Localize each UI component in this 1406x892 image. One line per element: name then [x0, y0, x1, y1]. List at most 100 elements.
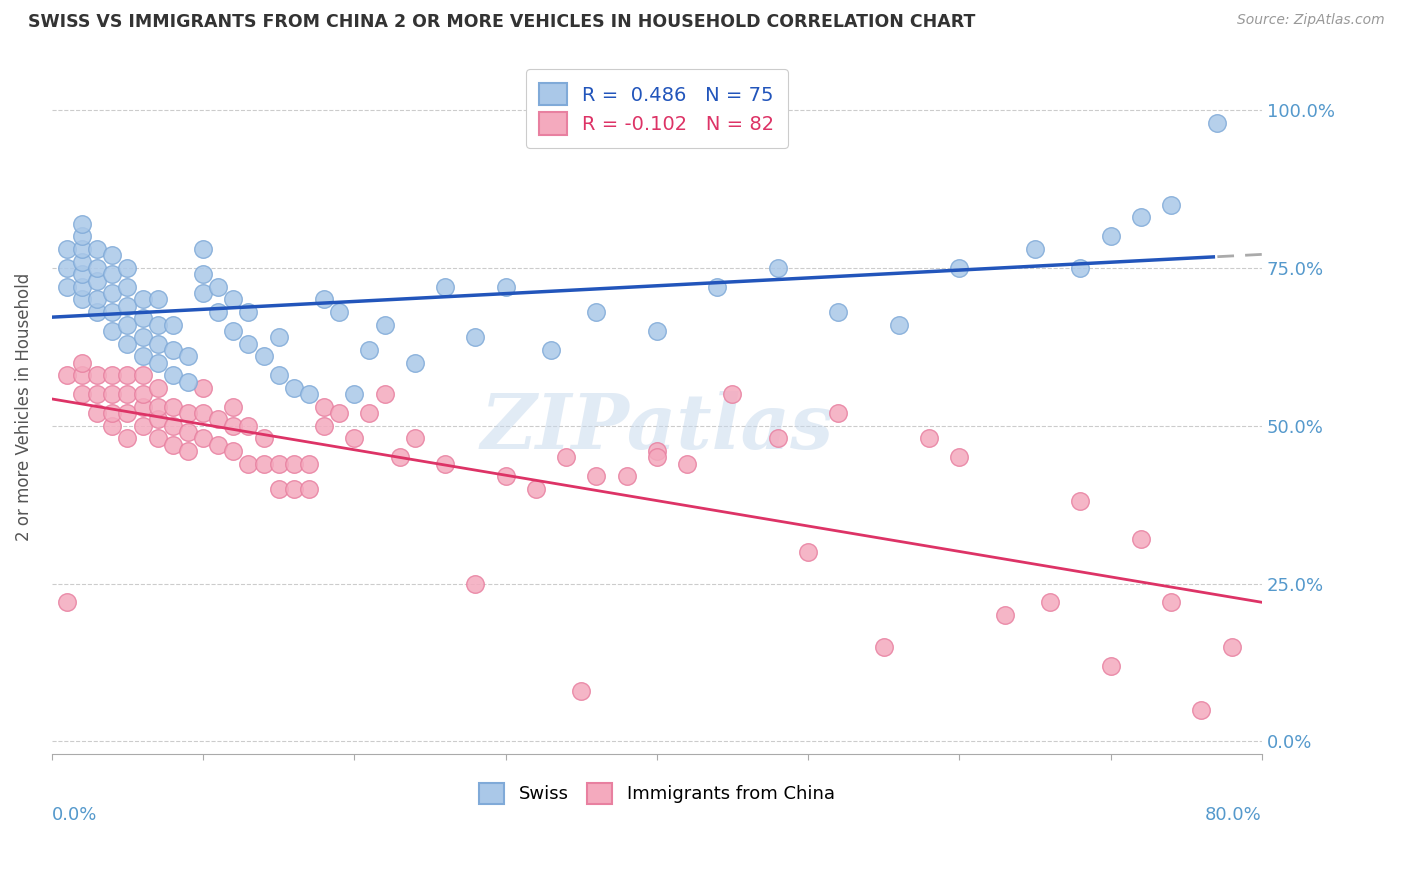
- Point: [948, 450, 970, 465]
- Point: [222, 324, 245, 338]
- Point: [177, 406, 200, 420]
- Point: [70, 387, 93, 401]
- Point: [191, 242, 214, 256]
- Point: [191, 286, 214, 301]
- Point: [721, 387, 744, 401]
- Point: [146, 336, 169, 351]
- Point: [70, 229, 93, 244]
- Point: [222, 418, 245, 433]
- Point: [146, 318, 169, 332]
- Point: [948, 260, 970, 275]
- Point: [359, 343, 381, 357]
- Point: [146, 400, 169, 414]
- Point: [827, 305, 849, 319]
- Point: [86, 368, 108, 383]
- Point: [1160, 595, 1182, 609]
- Point: [1205, 116, 1227, 130]
- Text: SWISS VS IMMIGRANTS FROM CHINA 2 OR MORE VEHICLES IN HOUSEHOLD CORRELATION CHART: SWISS VS IMMIGRANTS FROM CHINA 2 OR MORE…: [28, 13, 976, 31]
- Point: [404, 355, 426, 369]
- Point: [1069, 260, 1091, 275]
- Point: [146, 381, 169, 395]
- Point: [328, 406, 350, 420]
- Text: ZIPatlas: ZIPatlas: [481, 391, 834, 465]
- Point: [131, 330, 153, 344]
- Point: [343, 387, 366, 401]
- Point: [101, 286, 124, 301]
- Point: [86, 305, 108, 319]
- Point: [238, 418, 260, 433]
- Text: 0.0%: 0.0%: [52, 806, 97, 824]
- Point: [191, 431, 214, 445]
- Point: [207, 412, 229, 426]
- Point: [101, 248, 124, 262]
- Point: [162, 318, 184, 332]
- Point: [569, 683, 592, 698]
- Point: [283, 482, 305, 496]
- Point: [86, 274, 108, 288]
- Point: [1189, 703, 1212, 717]
- Point: [797, 545, 820, 559]
- Point: [70, 267, 93, 281]
- Point: [1099, 229, 1122, 244]
- Point: [101, 305, 124, 319]
- Point: [70, 293, 93, 307]
- Point: [117, 368, 139, 383]
- Point: [146, 431, 169, 445]
- Point: [117, 280, 139, 294]
- Point: [146, 293, 169, 307]
- Point: [1039, 595, 1062, 609]
- Point: [555, 450, 578, 465]
- Point: [86, 260, 108, 275]
- Point: [1099, 658, 1122, 673]
- Point: [1069, 494, 1091, 508]
- Point: [191, 406, 214, 420]
- Point: [464, 576, 486, 591]
- Point: [146, 412, 169, 426]
- Point: [918, 431, 941, 445]
- Point: [645, 324, 668, 338]
- Point: [101, 267, 124, 281]
- Point: [56, 368, 79, 383]
- Point: [298, 387, 321, 401]
- Text: Source: ZipAtlas.com: Source: ZipAtlas.com: [1237, 13, 1385, 28]
- Point: [267, 368, 290, 383]
- Point: [70, 280, 93, 294]
- Point: [312, 293, 335, 307]
- Point: [101, 387, 124, 401]
- Point: [1220, 640, 1243, 654]
- Point: [388, 450, 411, 465]
- Point: [86, 242, 108, 256]
- Point: [86, 406, 108, 420]
- Point: [131, 368, 153, 383]
- Point: [312, 400, 335, 414]
- Point: [373, 318, 395, 332]
- Point: [404, 431, 426, 445]
- Point: [434, 280, 457, 294]
- Point: [585, 305, 607, 319]
- Point: [222, 293, 245, 307]
- Point: [434, 457, 457, 471]
- Point: [207, 280, 229, 294]
- Point: [101, 418, 124, 433]
- Point: [359, 406, 381, 420]
- Point: [131, 400, 153, 414]
- Point: [1129, 533, 1152, 547]
- Point: [616, 469, 638, 483]
- Point: [887, 318, 910, 332]
- Point: [873, 640, 896, 654]
- Point: [162, 400, 184, 414]
- Point: [1160, 198, 1182, 212]
- Point: [267, 330, 290, 344]
- Point: [1129, 211, 1152, 225]
- Point: [222, 400, 245, 414]
- Point: [177, 425, 200, 439]
- Point: [238, 336, 260, 351]
- Point: [146, 355, 169, 369]
- Point: [131, 387, 153, 401]
- Point: [117, 336, 139, 351]
- Point: [70, 242, 93, 256]
- Point: [131, 349, 153, 363]
- Point: [131, 293, 153, 307]
- Point: [585, 469, 607, 483]
- Point: [645, 450, 668, 465]
